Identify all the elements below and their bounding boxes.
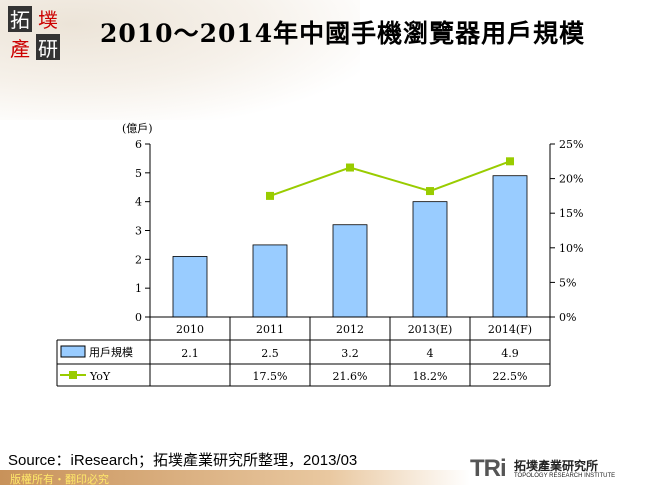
bar-value-label: 4.9 bbox=[501, 347, 519, 360]
yoy-marker bbox=[506, 157, 514, 166]
bar-value-label: 3.2 bbox=[341, 347, 359, 360]
svg-text:研: 研 bbox=[38, 37, 58, 61]
y-tick-label: 3 bbox=[135, 225, 142, 238]
legend-bar-swatch bbox=[60, 345, 86, 358]
logo: 拓 墣 產 研 bbox=[8, 6, 60, 61]
yoy-marker bbox=[426, 187, 434, 196]
bar-2011 bbox=[252, 244, 288, 318]
brand-cn: 拓墣產業研究所 bbox=[514, 459, 599, 473]
y2-tick-label: 5% bbox=[559, 276, 576, 289]
svg-text:墣: 墣 bbox=[38, 8, 58, 32]
copyright: 版權所有・翻印必究 bbox=[10, 473, 109, 486]
y-tick-label: 5 bbox=[135, 167, 142, 180]
x-tick-label: 2013(E) bbox=[408, 323, 453, 336]
page-title: 2010～2014年中國手機瀏覽器用戶規模 bbox=[100, 19, 586, 48]
footer-bar bbox=[0, 470, 470, 485]
y2-tick-label: 10% bbox=[559, 242, 583, 255]
bar-2010 bbox=[172, 256, 208, 318]
x-tick-label: 2011 bbox=[256, 323, 284, 336]
chart: (億戶) 0 1 2 3 4 5 6 0% 5% 10% 15% 20% 25% 2010 2011 2012 2… bbox=[56, 122, 583, 387]
y2-tick-label: 15% bbox=[559, 207, 583, 220]
bar-value-label: 2.1 bbox=[181, 347, 199, 360]
bar-2013(E) bbox=[412, 201, 448, 318]
y-tick-label: 6 bbox=[135, 138, 142, 151]
svg-text:產: 產 bbox=[10, 37, 30, 61]
brand-en: TOPOLOGY RESEARCH INSTITUTE bbox=[514, 473, 616, 479]
legend-line-marker bbox=[69, 371, 77, 379]
y-tick-label: 0 bbox=[135, 311, 142, 324]
bar-2014(F) bbox=[492, 175, 528, 318]
y-axis-unit: (億戶) bbox=[122, 122, 153, 135]
yoy-marker bbox=[266, 191, 274, 200]
y-tick-label: 1 bbox=[135, 282, 142, 295]
source-note: Source：iResearch；拓墣產業研究所整理，2013/03 bbox=[8, 452, 358, 469]
brand-mark: TRi bbox=[470, 455, 507, 482]
legend-bar-label: 用戶規模 bbox=[89, 345, 133, 359]
svg-text:拓: 拓 bbox=[10, 8, 30, 32]
x-tick-label: 2012 bbox=[336, 323, 364, 336]
yoy-value-label: 22.5% bbox=[493, 370, 528, 383]
y2-tick-label: 25% bbox=[559, 138, 583, 151]
yoy-value-label: 21.6% bbox=[333, 370, 368, 383]
y2-tick-label: 20% bbox=[559, 173, 583, 186]
yoy-value-label: 18.2% bbox=[413, 370, 448, 383]
bar-2012 bbox=[332, 224, 368, 318]
yoy-value-label: 17.5% bbox=[253, 370, 288, 383]
x-tick-label: 2010 bbox=[176, 323, 204, 336]
bar-value-label: 2.5 bbox=[261, 347, 279, 360]
yoy-marker bbox=[346, 163, 354, 172]
x-tick-label: 2014(F) bbox=[488, 323, 532, 336]
bar-value-label: 4 bbox=[427, 347, 434, 360]
y-tick-label: 2 bbox=[135, 253, 142, 266]
y-tick-label: 4 bbox=[135, 196, 142, 209]
yoy-line bbox=[269, 160, 511, 197]
y2-tick-label: 0% bbox=[559, 311, 576, 324]
legend-line-label: YoY bbox=[89, 370, 111, 383]
